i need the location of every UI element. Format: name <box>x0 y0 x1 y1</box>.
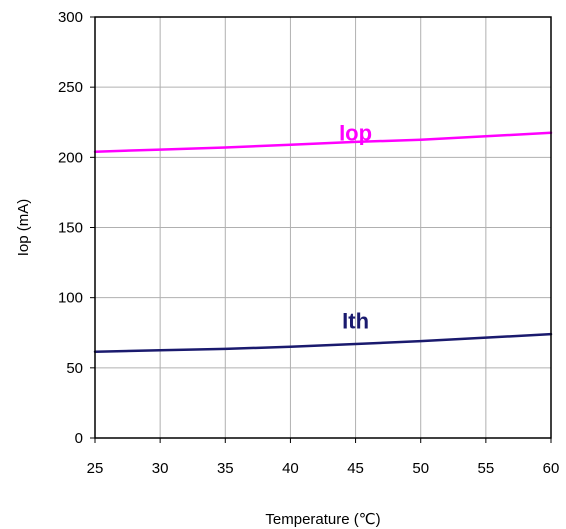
x-tick-label: 40 <box>282 460 299 477</box>
series-labels: Iop Ith <box>339 120 372 333</box>
x-tick-label: 60 <box>543 460 560 477</box>
x-tick-label: 30 <box>152 460 169 477</box>
y-axis-title: Iop (mA) <box>15 199 32 257</box>
y-axis-ticks: 0 50 100 150 200 250 300 <box>58 9 95 447</box>
y-tick-label: 250 <box>58 79 83 96</box>
series-layer <box>93 131 553 353</box>
y-tick-label: 0 <box>75 430 83 447</box>
x-tick-label: 25 <box>87 460 104 477</box>
y-tick-label: 100 <box>58 290 83 307</box>
series-label-ith: Ith <box>342 309 369 334</box>
y-tick-label: 300 <box>58 9 83 26</box>
grid-lines <box>95 17 551 438</box>
x-tick-label: 55 <box>478 460 495 477</box>
y-tick-label: 200 <box>58 149 83 166</box>
x-axis-ticks: 25 30 35 40 45 50 55 60 <box>87 438 560 477</box>
y-tick-label: 50 <box>66 360 83 377</box>
x-tick-label: 35 <box>217 460 234 477</box>
series-line-ith <box>93 332 553 353</box>
y-tick-label: 150 <box>58 220 83 237</box>
x-tick-label: 50 <box>412 460 429 477</box>
series-label-iop: Iop <box>339 120 372 145</box>
series-line-iop <box>93 131 553 153</box>
x-axis-title: Temperature (℃) <box>265 511 380 528</box>
x-tick-label: 45 <box>347 460 364 477</box>
